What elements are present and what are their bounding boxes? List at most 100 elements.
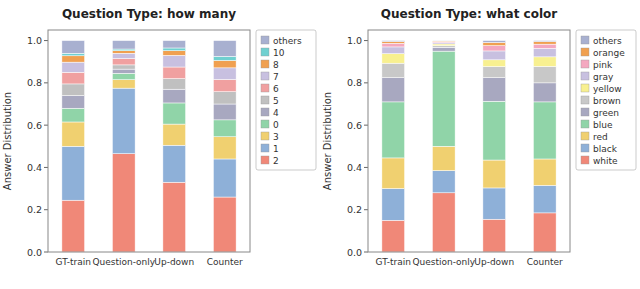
legend-label: 7	[273, 72, 279, 82]
legend-label: orange	[593, 48, 625, 58]
y-tick	[44, 252, 48, 253]
y-tick-label: 1.0	[347, 35, 362, 46]
y-tick	[364, 252, 368, 253]
legend-swatch	[581, 96, 589, 104]
bar-segment	[533, 44, 556, 48]
bar-segment	[112, 69, 135, 73]
bar-segment	[533, 41, 556, 42]
legend-label: blue	[593, 120, 613, 130]
bar-segment	[163, 55, 186, 67]
bar-segment	[382, 43, 405, 47]
bar-segment	[483, 160, 506, 188]
bar-segment	[382, 102, 405, 158]
bar-segment	[112, 65, 135, 69]
y-tick-label: 0.0	[347, 247, 362, 258]
bar-segment	[483, 60, 506, 67]
x-tick-label: Question-only	[412, 257, 475, 267]
y-tick-label: 0.8	[27, 77, 42, 88]
bar-segment	[213, 92, 236, 104]
bar-segment	[112, 154, 135, 252]
legend-label: others	[273, 36, 302, 46]
bar-segment	[213, 41, 236, 57]
legend-swatch	[581, 120, 589, 128]
x-tick-label: Up-down	[474, 257, 514, 267]
bars	[62, 41, 236, 252]
bar-segment	[62, 72, 85, 84]
legend-label: 4	[273, 108, 279, 118]
bar-segment	[382, 63, 405, 77]
bar-segment	[112, 51, 135, 54]
panel: Question Type: how manyAnswer Distributi…	[2, 7, 316, 267]
legend-label: 6	[273, 84, 279, 94]
y-tick	[44, 209, 48, 210]
legend-swatch	[261, 48, 269, 56]
legend-swatch	[261, 36, 269, 44]
title: Question Type: what color	[381, 7, 557, 21]
bar-segment	[112, 59, 135, 65]
legend-swatch	[261, 84, 269, 92]
legend-label: 0	[273, 120, 279, 130]
bar-segment	[382, 189, 405, 221]
legend-label: 2	[273, 156, 279, 166]
y-tick-label: 1.0	[27, 35, 42, 46]
x-tick-label: Up-down	[154, 257, 194, 267]
bar-segment	[62, 122, 85, 146]
bar-segment	[213, 159, 236, 197]
bar-segment	[533, 185, 556, 212]
bar-segment	[112, 41, 135, 49]
bar-segment	[533, 213, 556, 252]
y-tick	[44, 82, 48, 83]
legend-label: black	[593, 144, 618, 154]
bar-segment	[382, 41, 405, 42]
bar-segment	[483, 67, 506, 78]
bar-segment	[483, 41, 506, 43]
bar-segment	[432, 46, 455, 48]
bar-segment	[163, 145, 186, 182]
y-tick-label: 0.6	[347, 120, 362, 131]
legend-swatch	[581, 144, 589, 152]
legend-label: 3	[273, 132, 279, 142]
bar-segment	[112, 80, 135, 88]
panel: Question Type: what colorAnswer Distribu…	[322, 7, 636, 267]
y-tick-label: 0.8	[347, 77, 362, 88]
bar-segment	[62, 62, 85, 72]
y-tick-label: 0.2	[347, 204, 362, 215]
y-tick	[364, 125, 368, 126]
x-tick-label: Counter	[207, 257, 243, 267]
bar-segment	[533, 66, 556, 82]
bar-segment	[112, 53, 135, 58]
legend-swatch	[581, 108, 589, 116]
legend-label: brown	[593, 96, 621, 106]
bar-segment	[213, 60, 236, 67]
bar-segment	[432, 40, 455, 41]
bar-segment	[432, 44, 455, 46]
legend-label: gray	[593, 72, 614, 82]
bar-segment	[62, 200, 85, 252]
y-tick-label: 0.2	[27, 204, 42, 215]
bar-segment	[533, 102, 556, 159]
legend-frame	[576, 30, 636, 170]
legend-swatch	[261, 144, 269, 152]
y-tick-label: 0.6	[27, 120, 42, 131]
legend-swatch	[261, 96, 269, 104]
bar-segment	[112, 88, 135, 154]
bar-segment	[533, 48, 556, 56]
legend-swatch	[581, 132, 589, 140]
bar-segment	[163, 89, 186, 103]
legend-swatch	[261, 72, 269, 80]
bar-segment	[163, 48, 186, 51]
legend-swatch	[261, 156, 269, 164]
bar-segment	[483, 188, 506, 219]
bar-segment	[382, 220, 405, 252]
bar-segment	[533, 83, 556, 102]
legend-swatch	[581, 48, 589, 56]
bar-segment	[432, 146, 455, 170]
plot-frame	[48, 30, 250, 252]
bar-segment	[382, 54, 405, 64]
legend-label: 8	[273, 60, 279, 70]
bar-segment	[432, 42, 455, 43]
legend-label: others	[593, 36, 622, 46]
bar-segment	[213, 104, 236, 120]
x-tick-label: GT-train	[375, 257, 411, 267]
legend-label: 5	[273, 96, 279, 106]
